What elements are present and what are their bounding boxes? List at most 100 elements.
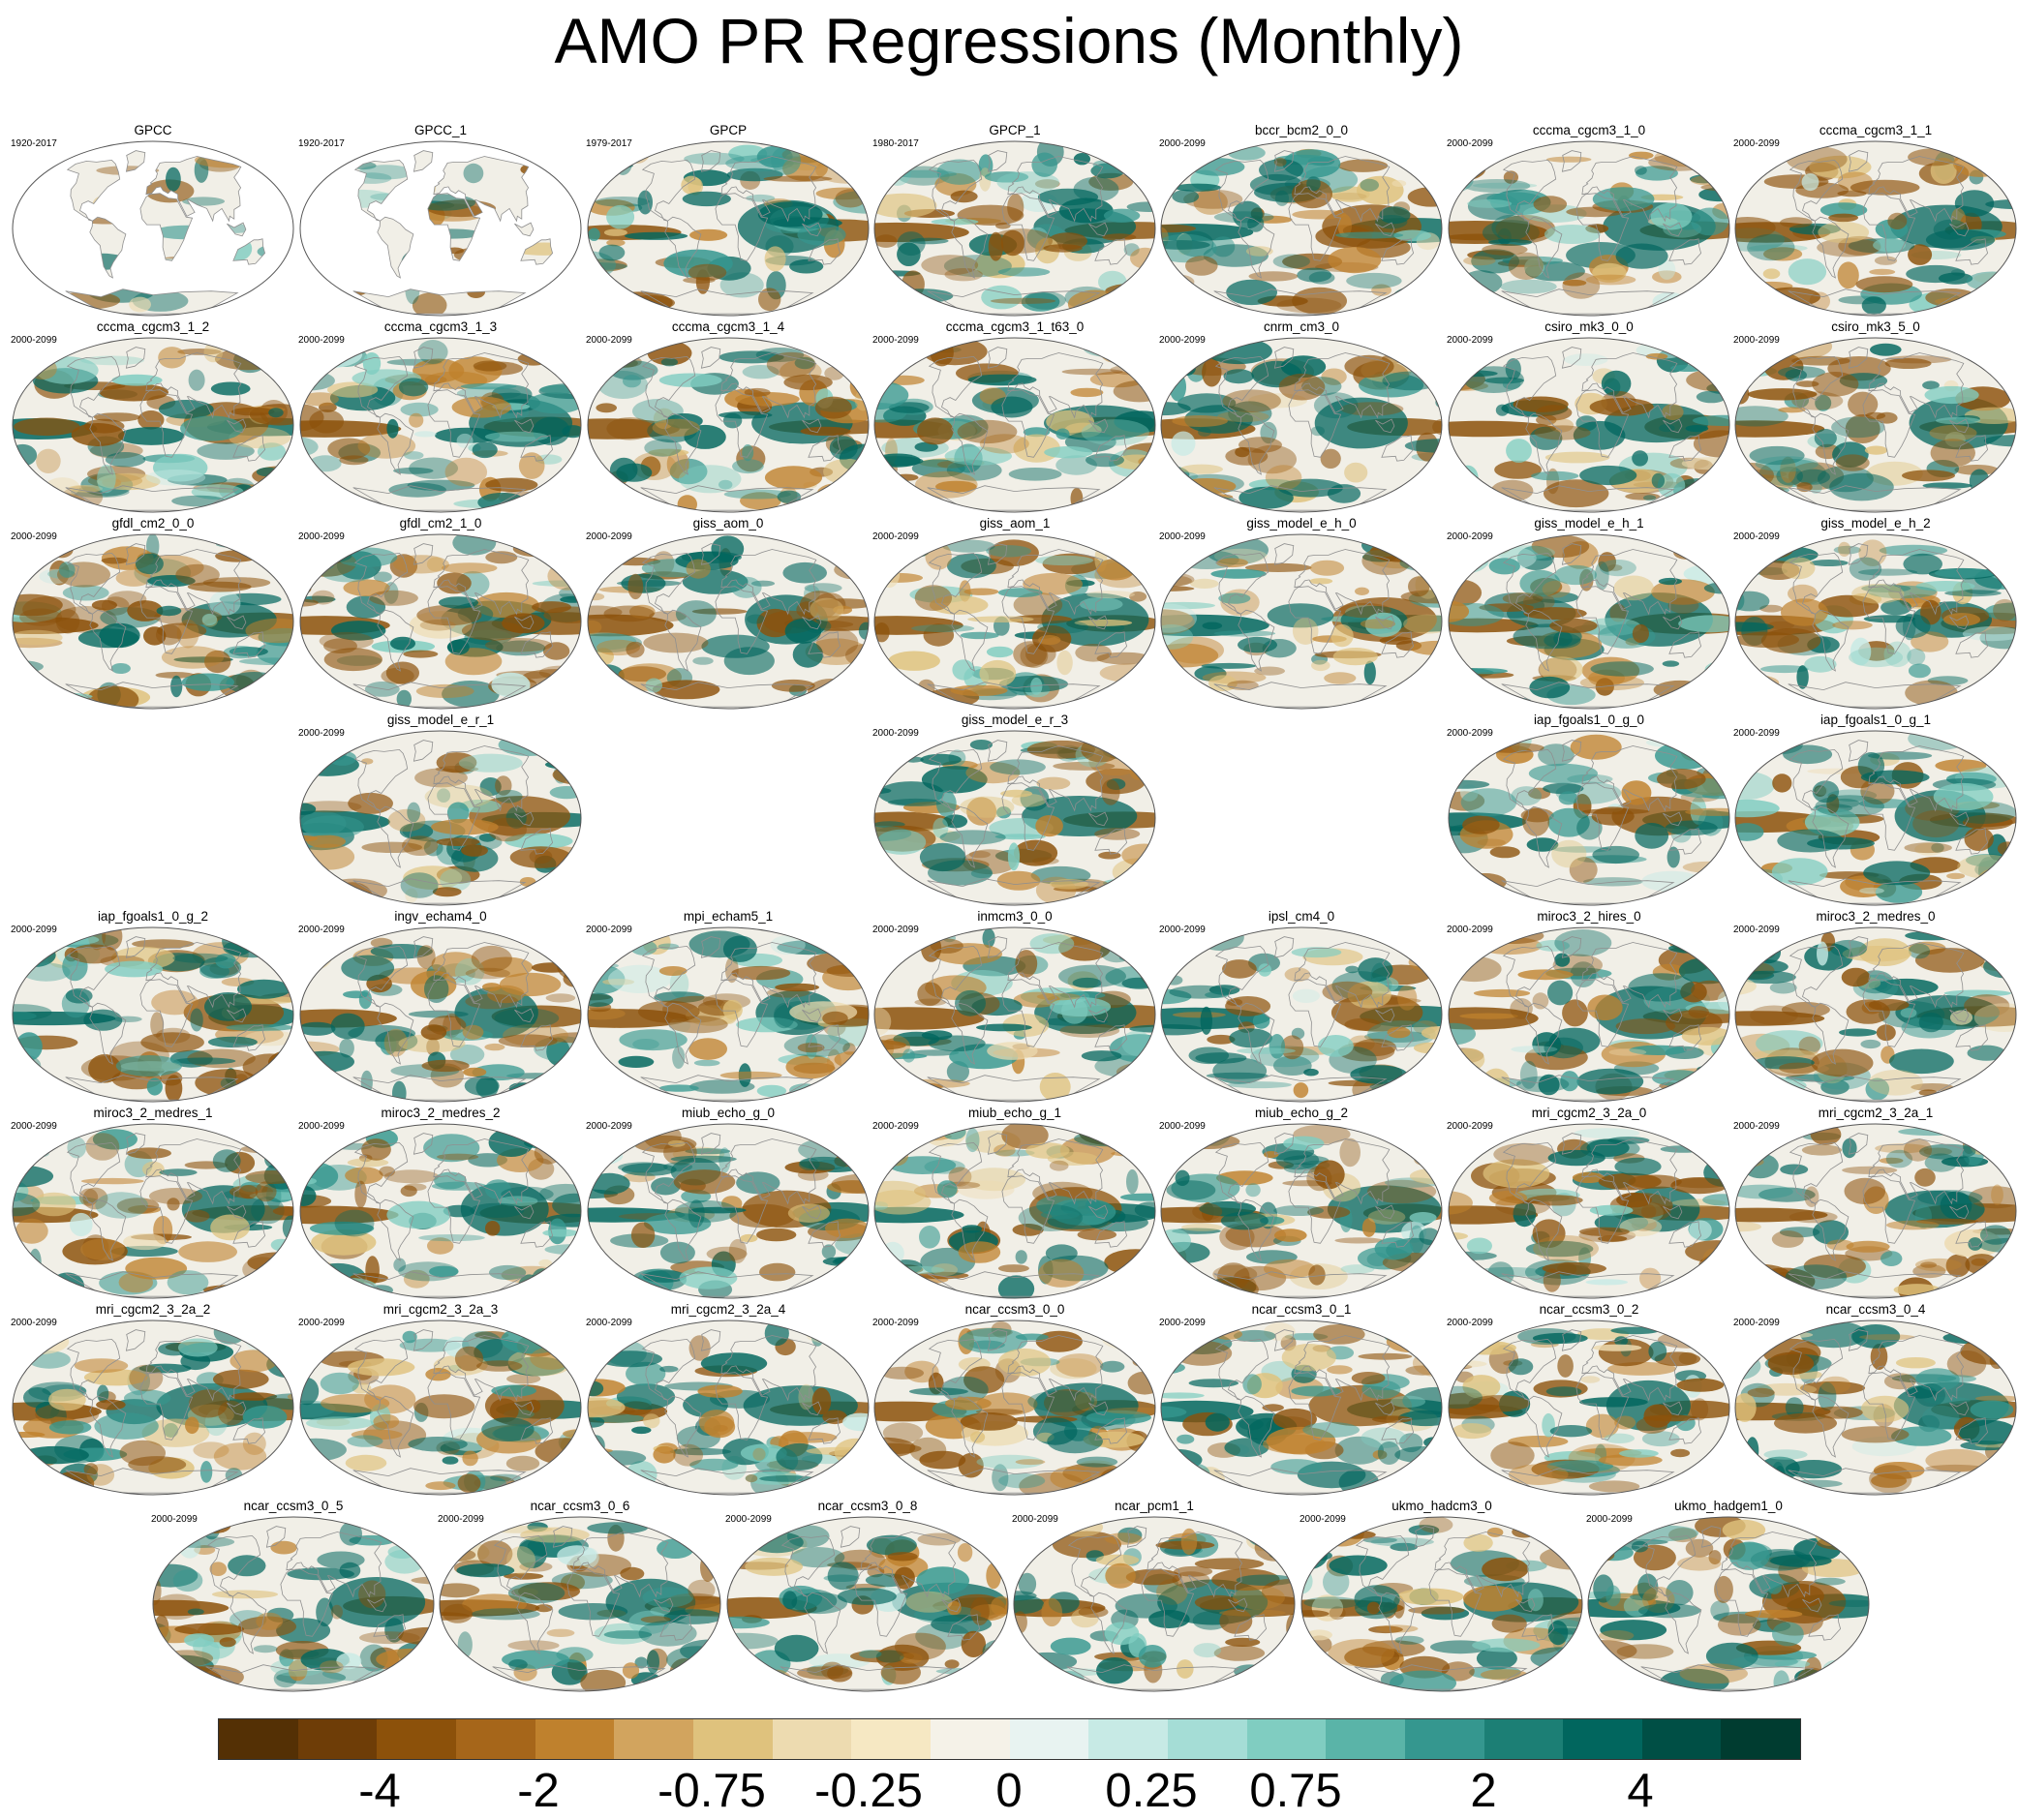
panel-title: mri_cgcm2_3_2a_2 (10, 1303, 296, 1317)
world-map (297, 139, 584, 318)
panel-title: miroc3_2_medres_2 (297, 1107, 584, 1120)
colorbar-swatch (1721, 1719, 1800, 1759)
world-map (724, 1515, 1011, 1693)
figure-title: AMO PR Regressions (Monthly) (0, 2, 2018, 79)
panel-title: mri_cgcm2_3_2a_3 (297, 1303, 584, 1317)
world-map (1158, 925, 1445, 1104)
world-map (1158, 532, 1445, 711)
panel-title: cccma_cgcm3_1_t63_0 (871, 320, 1158, 334)
panel-title: ncar_ccsm3_0_5 (150, 1500, 437, 1513)
world-map (10, 336, 296, 514)
colorbar-swatch (614, 1719, 693, 1759)
colorbar-label: 4 (1627, 1762, 1653, 1820)
panel-title: gfdl_cm2_1_0 (297, 517, 584, 531)
world-map (585, 139, 871, 318)
panel-title: cccma_cgcm3_1_0 (1446, 124, 1732, 137)
panel-title: cccma_cgcm3_1_1 (1732, 124, 2018, 137)
world-map (585, 925, 871, 1104)
world-map (871, 1122, 1158, 1300)
panel-title: ncar_ccsm3_0_4 (1732, 1303, 2018, 1317)
world-map (1732, 532, 2018, 711)
panel-title: GPCC (10, 124, 296, 137)
panel-title: mri_cgcm2_3_2a_4 (585, 1303, 871, 1317)
panel-title: ingv_echam4_0 (297, 910, 584, 924)
world-map (1158, 1122, 1445, 1300)
panel-title: giss_aom_0 (585, 517, 871, 531)
panel-title: gfdl_cm2_0_0 (10, 517, 296, 531)
panel-title: iap_fgoals1_0_g_1 (1732, 713, 2018, 727)
panel-title: ukmo_hadcm3_0 (1299, 1500, 1585, 1513)
panel-title: cccma_cgcm3_1_4 (585, 320, 871, 334)
colorbar-swatch (773, 1719, 852, 1759)
world-map (10, 139, 296, 318)
panel-title: mpi_echam5_1 (585, 910, 871, 924)
panel-title: cnrm_cm3_0 (1158, 320, 1445, 334)
colorbar-swatch (377, 1719, 456, 1759)
colorbar-swatch (1168, 1719, 1247, 1759)
panel-title: giss_model_e_h_1 (1446, 517, 1732, 531)
panel-title: giss_model_e_r_3 (871, 713, 1158, 727)
panel-title: giss_aom_1 (871, 517, 1158, 531)
world-map (1158, 336, 1445, 514)
panel-title: mri_cgcm2_3_2a_0 (1446, 1107, 1732, 1120)
colorbar-label: 0.75 (1249, 1762, 1341, 1820)
colorbar-swatch (1088, 1719, 1168, 1759)
panel-title: miroc3_2_medres_0 (1732, 910, 2018, 924)
world-map (1158, 1319, 1445, 1497)
world-map (585, 1122, 871, 1300)
colorbar-swatch (1010, 1719, 1089, 1759)
world-map (297, 925, 584, 1104)
panel-title: ncar_pcm1_1 (1011, 1500, 1298, 1513)
world-map (1446, 1122, 1732, 1300)
world-map (297, 1319, 584, 1497)
world-map (1446, 729, 1732, 907)
world-map (1446, 532, 1732, 711)
panel-title: GPCC_1 (297, 124, 584, 137)
world-map (1732, 1319, 2018, 1497)
world-map (297, 532, 584, 711)
world-map (871, 336, 1158, 514)
panel-title: GPCP (585, 124, 871, 137)
panel-title: csiro_mk3_0_0 (1446, 320, 1732, 334)
panel-title: ncar_ccsm3_0_1 (1158, 1303, 1445, 1317)
panel-title: miub_echo_g_2 (1158, 1107, 1445, 1120)
panel-title: ncar_ccsm3_0_2 (1446, 1303, 1732, 1317)
panel-title: GPCP_1 (871, 124, 1158, 137)
panel-title: csiro_mk3_5_0 (1732, 320, 2018, 334)
world-map (585, 1319, 871, 1497)
world-map (1158, 139, 1445, 318)
colorbar-swatch (456, 1719, 535, 1759)
colorbar-label: -2 (517, 1762, 560, 1820)
panel-title: ncar_ccsm3_0_8 (724, 1500, 1011, 1513)
panel-title: giss_model_e_h_0 (1158, 517, 1445, 531)
